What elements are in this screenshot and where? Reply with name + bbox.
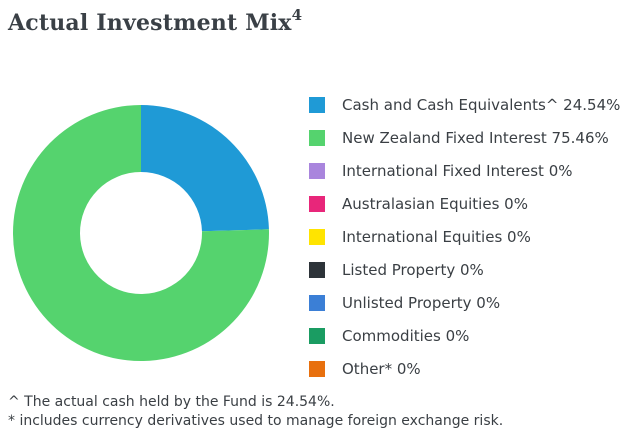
legend-item: Unlisted Property 0%: [309, 286, 620, 319]
legend-item: Cash and Cash Equivalents^ 24.54%: [309, 88, 620, 121]
legend-swatch: [309, 360, 325, 377]
legend-label: International Fixed Interest 0%: [342, 161, 573, 180]
legend-label: International Equities 0%: [342, 227, 531, 246]
legend-item: Listed Property 0%: [309, 253, 620, 286]
legend-item: Other* 0%: [309, 352, 620, 385]
legend-swatch: [309, 327, 325, 344]
footnote-cash: ^ The actual cash held by the Fund is 24…: [8, 394, 335, 410]
chart-title: Actual Investment Mix4: [8, 6, 302, 36]
legend-label: New Zealand Fixed Interest 75.46%: [342, 128, 609, 147]
legend-swatch: [309, 294, 325, 311]
legend-swatch: [309, 195, 325, 212]
legend-item: Australasian Equities 0%: [309, 187, 620, 220]
legend-label: Cash and Cash Equivalents^ 24.54%: [342, 95, 621, 114]
legend-item: Commodities 0%: [309, 319, 620, 352]
legend-swatch: [309, 261, 325, 278]
legend-label: Australasian Equities 0%: [342, 194, 528, 213]
legend-item: New Zealand Fixed Interest 75.46%: [309, 121, 620, 154]
legend-swatch: [309, 96, 325, 113]
legend-item: International Fixed Interest 0%: [309, 154, 620, 187]
chart-legend: Cash and Cash Equivalents^ 24.54% New Zea…: [309, 88, 620, 385]
legend-label: Listed Property 0%: [342, 260, 484, 279]
donut-slice: [13, 105, 270, 362]
chart-title-text: Actual Investment Mix: [8, 10, 292, 36]
legend-item: International Equities 0%: [309, 220, 620, 253]
legend-swatch: [309, 129, 325, 146]
legend-swatch: [309, 162, 325, 179]
legend-swatch: [309, 228, 325, 245]
legend-label: Commodities 0%: [342, 326, 470, 345]
footnote-derivatives: * includes currency derivatives used to …: [8, 413, 504, 429]
donut-chart: [13, 105, 270, 362]
legend-label: Unlisted Property 0%: [342, 293, 501, 312]
chart-title-footnote-marker: 4: [291, 6, 303, 24]
footnotes: ^ The actual cash held by the Fund is 24…: [8, 393, 503, 431]
legend-label: Other* 0%: [342, 359, 421, 378]
donut-slice: [141, 105, 269, 232]
